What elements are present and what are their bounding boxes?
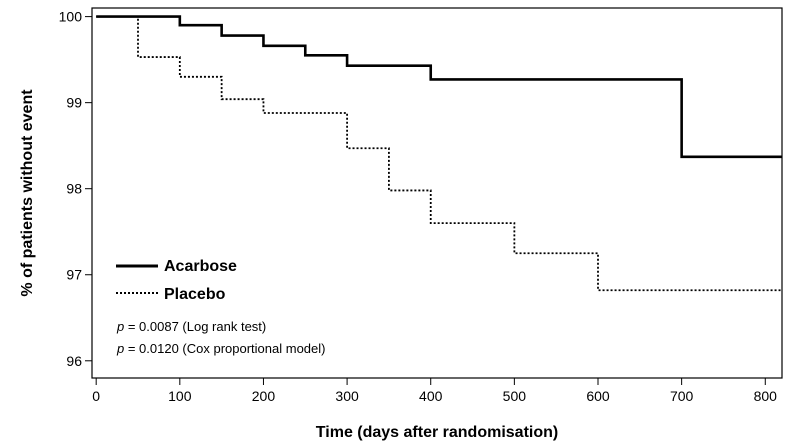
x-tick-label: 600 [586,388,610,404]
y-axis-ticks: 96 97 98 99 100 [59,9,92,369]
y-axis-title: % of patients without event [19,89,36,297]
plot-frame [91,7,783,379]
y-tick-label: 100 [59,9,83,25]
y-tick-label: 97 [66,267,82,283]
y-tick-label: 96 [66,353,82,369]
legend: Acarbose Placebo [116,258,237,303]
legend-label-placebo: Placebo [164,286,226,303]
x-tick-label: 300 [335,388,359,404]
y-tick-label: 99 [66,95,82,111]
legend-label-acarbose: Acarbose [164,258,237,275]
annotations: p = 0.0087 (Log rank test) p = 0.0120 (C… [116,319,326,356]
series-line-placebo [96,15,782,292]
annotation-logrank: p = 0.0087 (Log rank test) [116,319,266,334]
x-tick-label: 0 [92,388,100,404]
series-group [96,15,782,292]
x-axis-ticks: 0 100 200 300 400 500 600 700 800 [92,378,777,404]
x-axis-title: Time (days after randomisation) [316,424,558,441]
y-tick-label: 98 [66,181,82,197]
annotation-cox: p = 0.0120 (Cox proportional model) [116,341,326,356]
x-tick-label: 800 [754,388,778,404]
x-tick-label: 400 [419,388,443,404]
x-tick-label: 200 [252,388,276,404]
x-tick-label: 500 [503,388,527,404]
series-line-acarbose [96,15,782,159]
x-tick-label: 700 [670,388,694,404]
x-tick-label: 100 [168,388,192,404]
